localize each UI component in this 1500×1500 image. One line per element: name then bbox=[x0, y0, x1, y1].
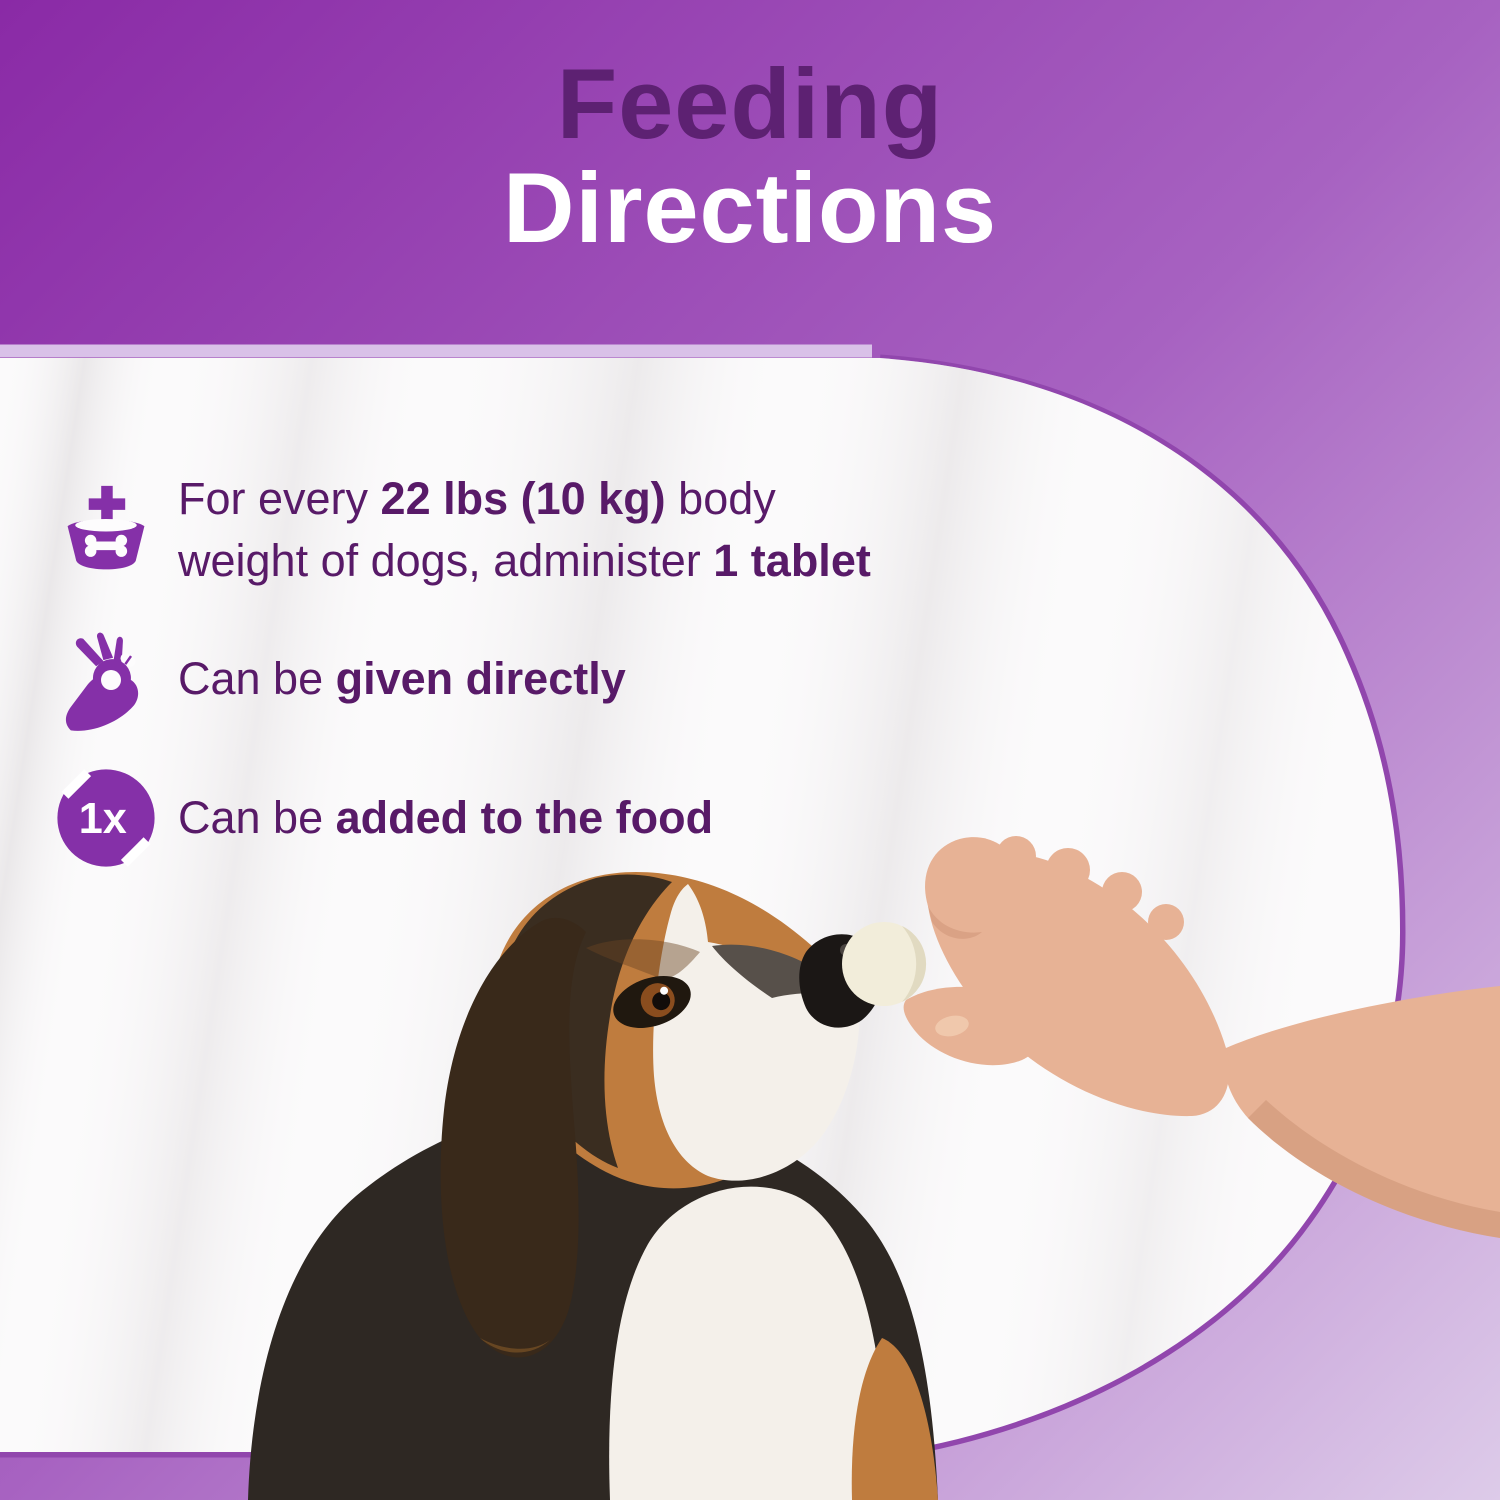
once-daily-tablet-icon: 1x bbox=[50, 764, 162, 872]
human-hand bbox=[842, 836, 1500, 1238]
text-segment-bold: given directly bbox=[335, 653, 626, 704]
text-segment: Can be bbox=[178, 792, 336, 843]
direction-row-dosage: For every 22 lbs (10 kg) body weight of … bbox=[50, 468, 1110, 592]
text-segment-bold: added to the food bbox=[335, 792, 714, 843]
text-segment: body bbox=[665, 473, 776, 524]
page-title-directions: Directions bbox=[502, 152, 998, 263]
once-daily-badge: 1x bbox=[79, 795, 127, 843]
direction-row-given-directly: Can be given directly bbox=[50, 626, 1110, 732]
direction-text: Can be given directly bbox=[178, 648, 626, 710]
hand-giving-pill-icon bbox=[50, 626, 162, 732]
tablet-pill bbox=[842, 922, 927, 1006]
text-segment-bold: 22 lbs (10 kg) bbox=[380, 473, 666, 524]
page-title-feeding: Feeding bbox=[556, 48, 944, 159]
text-segment: Can be bbox=[178, 653, 336, 704]
direction-text: Can be added to the food bbox=[178, 787, 713, 849]
beagle-dog bbox=[248, 872, 938, 1500]
text-segment: weight of dogs, administer bbox=[178, 535, 714, 586]
directions-list: For every 22 lbs (10 kg) body weight of … bbox=[50, 468, 1110, 872]
dog-bowl-plus-icon bbox=[50, 478, 162, 582]
direction-row-added-to-food: 1x Can be added to the food bbox=[50, 764, 1110, 872]
title-block: Feeding Directions bbox=[0, 50, 1500, 258]
text-segment-bold: 1 tablet bbox=[713, 535, 871, 586]
text-segment: For every bbox=[178, 473, 381, 524]
direction-text: For every 22 lbs (10 kg) body weight of … bbox=[178, 468, 871, 592]
